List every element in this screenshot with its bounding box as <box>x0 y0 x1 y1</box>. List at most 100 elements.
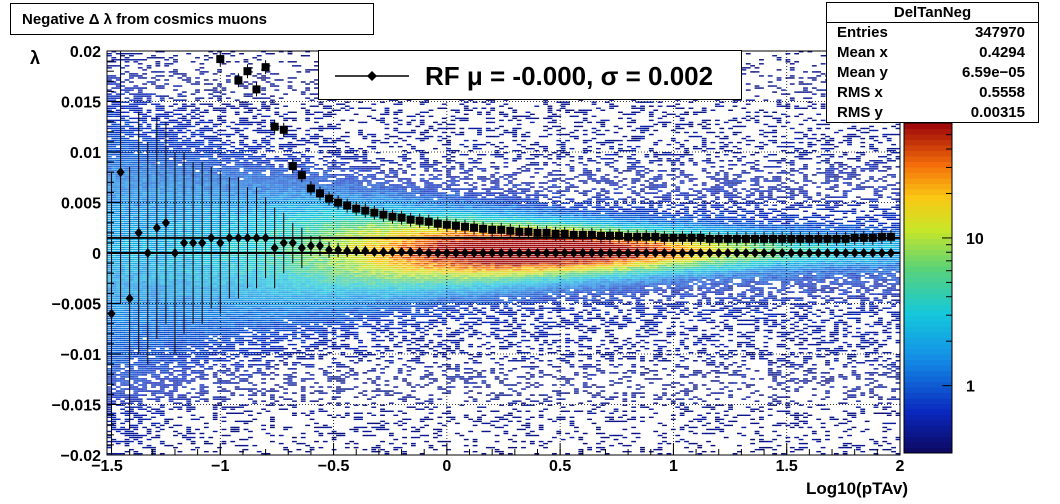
density-cell <box>116 259 121 260</box>
density-cell <box>111 259 116 260</box>
density-cell <box>164 336 169 337</box>
density-cell <box>151 245 156 246</box>
density-cell <box>129 75 134 76</box>
density-cell <box>213 318 218 319</box>
density-cell <box>191 415 196 416</box>
density-cell <box>133 158 138 159</box>
density-cell <box>213 194 218 195</box>
density-cell <box>133 348 138 349</box>
density-cell <box>125 146 130 147</box>
density-cell <box>164 289 169 290</box>
density-cell <box>169 362 174 363</box>
density-cell <box>116 229 121 230</box>
density-cell <box>226 81 231 82</box>
density-cell <box>213 291 218 292</box>
density-cell <box>133 291 138 292</box>
density-cell <box>125 243 130 244</box>
density-cell <box>125 194 130 195</box>
density-cell <box>151 338 156 339</box>
density-cell <box>186 227 191 228</box>
density-cell <box>160 207 165 208</box>
density-cell <box>111 215 116 216</box>
density-cell <box>160 132 165 133</box>
density-cell <box>129 431 134 432</box>
density-cell <box>155 196 160 197</box>
density-cell <box>147 445 152 446</box>
density-cell <box>160 156 165 157</box>
density-cell <box>239 301 244 302</box>
density-cell <box>173 128 178 129</box>
density-cell <box>125 316 130 317</box>
density-cell <box>169 316 174 317</box>
density-cell <box>142 348 147 349</box>
density-cell <box>155 263 160 264</box>
density-cell <box>226 312 231 313</box>
density-cell <box>213 407 218 408</box>
density-cell <box>177 297 182 298</box>
density-cell <box>111 114 116 115</box>
density-cell <box>142 176 147 177</box>
density-cell <box>222 326 227 327</box>
density-cell <box>151 318 156 319</box>
density-cell <box>213 328 218 329</box>
density-cell <box>111 176 116 177</box>
density-cell <box>177 283 182 284</box>
density-cell <box>213 132 218 133</box>
density-cell <box>195 376 200 377</box>
density-cell <box>226 316 231 317</box>
density-cell <box>222 227 227 228</box>
density-cell <box>217 190 222 191</box>
density-cell <box>142 196 147 197</box>
density-cell <box>230 328 235 329</box>
density-cell <box>177 312 182 313</box>
density-cell <box>230 156 235 157</box>
density-cell <box>111 261 116 262</box>
density-cell <box>151 207 156 208</box>
density-cell <box>244 138 249 139</box>
density-cell <box>169 328 174 329</box>
density-cell <box>191 449 196 450</box>
density-cell <box>173 140 178 141</box>
density-cell <box>248 289 253 290</box>
density-cell <box>186 289 191 290</box>
density-cell <box>177 245 182 246</box>
density-cell <box>248 122 253 123</box>
density-cell <box>226 229 231 230</box>
density-cell <box>244 411 249 412</box>
density-cell <box>230 277 235 278</box>
density-cell <box>160 158 165 159</box>
density-cell <box>138 423 143 424</box>
density-cell <box>173 350 178 351</box>
density-cell <box>248 205 253 206</box>
density-cell <box>257 299 262 300</box>
density-cell <box>120 348 125 349</box>
density-cell <box>226 79 231 80</box>
density-cell <box>177 344 182 345</box>
density-cell <box>222 53 227 54</box>
density-cell <box>195 118 200 119</box>
density-cell <box>217 261 222 262</box>
density-cell <box>177 417 182 418</box>
density-cell <box>129 433 134 434</box>
density-cell <box>133 182 138 183</box>
density-cell <box>116 324 121 325</box>
density-cell <box>204 190 209 191</box>
density-cell <box>151 255 156 256</box>
density-cell <box>235 312 240 313</box>
density-cell <box>142 427 147 428</box>
density-cell <box>230 160 235 161</box>
density-cell <box>195 293 200 294</box>
density-cell <box>213 150 218 151</box>
density-cell <box>248 398 253 399</box>
density-cell <box>200 417 205 418</box>
density-cell <box>116 453 121 454</box>
density-cell <box>217 176 222 177</box>
density-cell <box>182 110 187 111</box>
density-cell <box>125 178 130 179</box>
density-cell <box>169 427 174 428</box>
density-cell <box>239 122 244 123</box>
density-cell <box>257 132 262 133</box>
density-cell <box>125 358 130 359</box>
density-cell <box>208 316 213 317</box>
density-cell <box>226 435 231 436</box>
